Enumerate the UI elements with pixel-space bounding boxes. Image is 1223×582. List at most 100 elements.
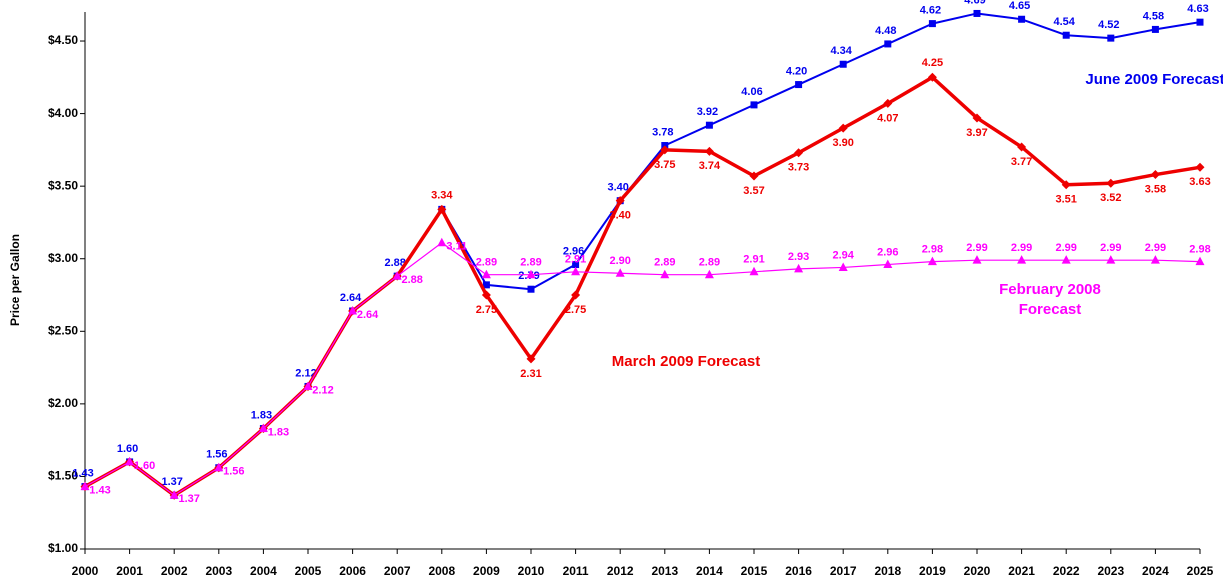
data-label: 1.60 — [117, 443, 138, 455]
data-label: 2.96 — [563, 245, 584, 257]
marker — [437, 237, 447, 247]
marker — [838, 262, 848, 271]
marker — [437, 204, 447, 214]
x-tick-label: 2024 — [1142, 564, 1169, 578]
data-label: 4.20 — [786, 65, 807, 77]
marker — [1062, 31, 1070, 39]
series-name: February 2008 Forecast — [999, 281, 1101, 318]
series-line — [84, 242, 1201, 496]
marker — [1195, 162, 1205, 172]
y-axis-label: Price per Gallon — [8, 234, 22, 326]
marker — [1061, 255, 1071, 264]
data-label: 3.58 — [1145, 183, 1166, 195]
marker — [571, 290, 581, 300]
x-tick-label: 2001 — [116, 564, 143, 578]
data-label: 3.11 — [446, 241, 467, 253]
x-tick-label: 2000 — [72, 564, 99, 578]
marker — [749, 171, 759, 181]
marker — [928, 20, 936, 28]
y-tick-label: $4.00 — [48, 106, 78, 120]
data-label: 4.25 — [922, 57, 943, 69]
marker — [80, 481, 90, 491]
marker — [571, 266, 581, 276]
marker — [526, 354, 536, 364]
marker — [1107, 34, 1115, 42]
marker — [615, 268, 625, 277]
data-label: 1.56 — [223, 466, 244, 478]
data-label: 2.99 — [1100, 242, 1121, 254]
marker — [883, 259, 893, 269]
marker — [527, 285, 535, 293]
data-label: 1.37 — [161, 476, 182, 488]
marker — [125, 456, 135, 466]
marker — [705, 121, 713, 129]
marker — [482, 281, 490, 289]
marker — [1017, 255, 1027, 264]
marker — [481, 290, 491, 300]
marker — [258, 423, 268, 433]
x-tick-label: 2012 — [607, 564, 634, 578]
x-tick-label: 2025 — [1187, 564, 1214, 578]
x-tick-label: 2002 — [161, 564, 188, 578]
marker — [927, 72, 937, 82]
data-label: 2.91 — [565, 254, 586, 266]
data-label: 2.88 — [384, 257, 405, 269]
x-tick-label: 2003 — [205, 564, 232, 578]
marker — [169, 490, 179, 499]
marker — [972, 113, 982, 123]
data-label: 2.99 — [1055, 242, 1076, 254]
x-tick-label: 2021 — [1008, 564, 1035, 578]
data-label: 3.40 — [609, 210, 630, 222]
data-label: 1.83 — [251, 409, 272, 421]
marker — [481, 269, 491, 279]
series-name: March 2009 Forecast — [611, 353, 761, 370]
data-label: 3.51 — [1055, 194, 1076, 206]
data-label: 2.88 — [401, 274, 422, 286]
marker — [704, 146, 714, 156]
marker — [1151, 25, 1159, 33]
x-tick-label: 2004 — [250, 564, 277, 578]
data-label: 2.12 — [295, 367, 316, 379]
marker — [794, 148, 804, 158]
data-label: 2.89 — [520, 257, 541, 269]
marker — [838, 123, 848, 133]
marker — [1195, 256, 1205, 266]
x-tick-label: 2020 — [964, 564, 991, 578]
marker — [704, 269, 714, 279]
x-tick-label: 2013 — [651, 564, 678, 578]
data-label: 2.75 — [565, 304, 586, 316]
data-label: 4.54 — [1053, 16, 1075, 28]
data-label: 2.75 — [476, 304, 497, 316]
data-label: 2.93 — [788, 251, 809, 263]
y-tick-label: $3.00 — [48, 251, 78, 265]
data-label: 3.52 — [1100, 192, 1121, 204]
data-label: 4.48 — [875, 25, 896, 37]
data-label: 4.58 — [1143, 10, 1164, 22]
marker — [794, 263, 804, 273]
y-tick-label: $3.50 — [48, 178, 78, 192]
marker — [750, 101, 758, 109]
marker — [660, 269, 670, 279]
marker — [660, 145, 670, 155]
data-label: 2.99 — [1145, 242, 1166, 254]
y-tick-label: $1.50 — [48, 469, 78, 483]
data-label: 2.91 — [743, 254, 764, 266]
data-label: 3.57 — [743, 185, 764, 197]
marker — [1017, 142, 1027, 152]
data-label: 4.06 — [741, 86, 762, 98]
data-label: 1.83 — [268, 426, 289, 438]
data-label: 4.52 — [1098, 19, 1119, 31]
x-tick-label: 2009 — [473, 564, 500, 578]
series-name: June 2009 Forecast — [1085, 71, 1223, 88]
x-tick-label: 2019 — [919, 564, 946, 578]
marker — [927, 256, 937, 266]
data-label: 3.77 — [1011, 156, 1032, 168]
x-tick-label: 2023 — [1097, 564, 1124, 578]
marker — [572, 261, 580, 269]
data-label: 1.43 — [89, 484, 110, 496]
data-label: 3.97 — [966, 127, 987, 139]
marker — [795, 81, 803, 89]
marker — [392, 271, 402, 280]
marker — [883, 98, 893, 108]
